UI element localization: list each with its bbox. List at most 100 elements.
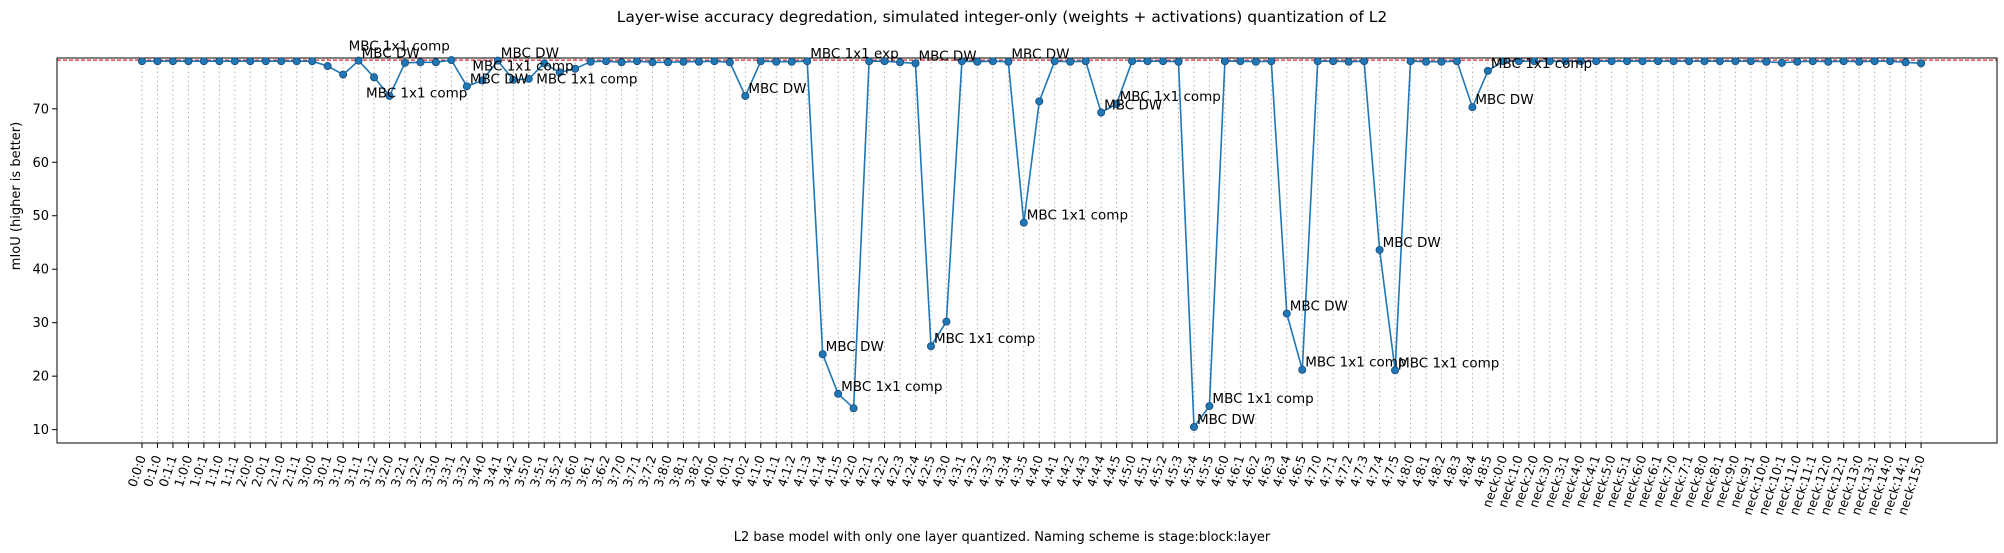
- data-point: [942, 317, 951, 326]
- data-point: [1839, 57, 1848, 66]
- data-point: [1344, 57, 1353, 66]
- data-point: [168, 57, 177, 66]
- data-point: [1576, 57, 1585, 66]
- y-tick-label: 60: [32, 156, 49, 171]
- data-point: [617, 58, 626, 67]
- data-point: [199, 57, 208, 66]
- data-point: [1870, 57, 1879, 66]
- data-point: [1483, 66, 1492, 75]
- annotation-label: MBC DW: [1383, 235, 1441, 251]
- data-point: [431, 58, 440, 67]
- data-point: [246, 57, 255, 66]
- data-point: [1313, 57, 1322, 66]
- annotation-label: MBC 1x1 comp: [1027, 208, 1128, 224]
- annotation-label: MBC 1x1 comp: [1491, 56, 1592, 72]
- data-point: [1143, 57, 1152, 66]
- data-point: [725, 58, 734, 67]
- data-point: [1035, 97, 1044, 106]
- data-point: [540, 59, 549, 68]
- data-point: [1128, 57, 1137, 66]
- annotation-label: MBC DW: [362, 46, 420, 62]
- data-point: [1499, 57, 1508, 66]
- x-axis-label: L2 base model with only one layer quanti…: [734, 530, 1271, 545]
- data-point: [663, 58, 672, 67]
- data-point: [1174, 57, 1183, 66]
- data-point: [1901, 58, 1910, 67]
- data-point: [849, 404, 858, 413]
- series-line: [137, 56, 1926, 431]
- data-point: [1019, 218, 1028, 227]
- data-point: [1437, 57, 1446, 66]
- data-point: [555, 68, 564, 77]
- data-point: [896, 58, 905, 67]
- annotation-label: MBC DW: [826, 339, 884, 355]
- axes: 102030405060700:0:00:1:00:1:11:0:01:0:11…: [32, 57, 1998, 517]
- annotation-label: MBC DW: [919, 48, 977, 64]
- data-point: [400, 58, 409, 67]
- data-point: [1422, 57, 1431, 66]
- data-point: [1097, 108, 1106, 117]
- data-point: [1746, 57, 1755, 66]
- annotation-label: MBC 1x1 comp: [366, 85, 467, 101]
- data-point: [1514, 57, 1523, 66]
- data-point: [988, 57, 997, 66]
- data-point: [1375, 245, 1384, 254]
- data-point: [1220, 57, 1229, 66]
- data-point: [1917, 59, 1926, 68]
- data-point: [1762, 57, 1771, 66]
- annotation-label: MBC 1x1 comp: [536, 71, 637, 87]
- data-point: [1793, 57, 1802, 66]
- annotation-label: MBC 1x1 comp: [472, 58, 573, 74]
- data-point: [710, 57, 719, 66]
- data-point: [215, 57, 224, 66]
- data-point: [1267, 57, 1276, 66]
- data-point: [1391, 366, 1400, 375]
- annotation-label: MBC 1x1 comp: [1212, 391, 1313, 407]
- data-point: [354, 56, 363, 65]
- data-point: [911, 59, 920, 68]
- data-point: [679, 57, 688, 66]
- data-point: [586, 57, 595, 66]
- data-point: [277, 57, 286, 66]
- data-point: [1638, 57, 1647, 66]
- grid-lines: [141, 58, 1922, 443]
- data-point: [787, 57, 796, 66]
- data-point: [1592, 57, 1601, 66]
- y-tick-label: 70: [32, 102, 49, 117]
- plot-frame: [56, 57, 1998, 444]
- annotation-label: MBC DW: [748, 81, 806, 97]
- y-tick-label: 10: [32, 423, 49, 438]
- annotation-label: MBC 1x1 comp: [934, 331, 1035, 347]
- data-point: [772, 57, 781, 66]
- data-point: [1654, 57, 1663, 66]
- data-point: [803, 57, 812, 66]
- data-point: [834, 389, 843, 398]
- data-point: [1112, 99, 1121, 108]
- data-point: [447, 56, 456, 65]
- data-point: [818, 350, 827, 359]
- data-point: [462, 82, 471, 91]
- data-point: [184, 57, 193, 66]
- data-point: [1360, 57, 1369, 66]
- data-point: [1329, 57, 1338, 66]
- data-point: [1685, 57, 1694, 66]
- data-point: [1530, 57, 1539, 66]
- data-point: [1777, 58, 1786, 67]
- data-point: [1731, 57, 1740, 66]
- y-tick-label: 40: [32, 263, 49, 278]
- data-point: [741, 91, 750, 100]
- data-point: [1004, 57, 1013, 66]
- data-point: [1452, 57, 1461, 66]
- data-point: [1298, 365, 1307, 374]
- data-point: [1545, 57, 1554, 66]
- y-axis-label: mIoU (higher is better): [9, 122, 24, 270]
- data-point: [1282, 309, 1291, 318]
- annotation-label: MBC 1x1 exp: [810, 46, 898, 62]
- data-point: [1607, 57, 1616, 66]
- y-tick-label: 50: [32, 209, 49, 224]
- data-point: [1855, 57, 1864, 66]
- data-point: [602, 57, 611, 66]
- data-point: [153, 57, 162, 66]
- data-point: [1886, 57, 1895, 66]
